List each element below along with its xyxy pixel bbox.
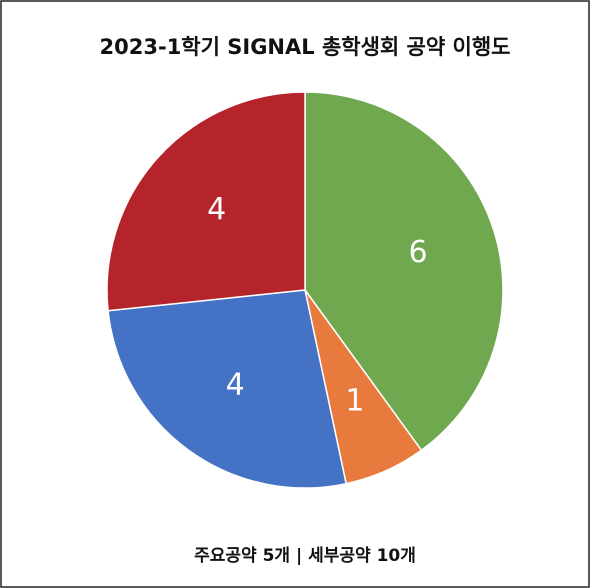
chart-footer: 주요공약 5개 | 세부공약 10개 [194, 545, 416, 566]
slice-label: 4 [207, 192, 226, 227]
slice-label: 6 [408, 235, 427, 270]
pie-slice [304, 91, 504, 452]
slice-label: 4 [226, 368, 245, 403]
pie-slice [107, 289, 348, 489]
slice-label: 1 [345, 384, 364, 419]
chart-title: 2023-1학기 SIGNAL 총학생회 공약 이행도 [100, 35, 511, 59]
pie-slice [106, 91, 306, 312]
